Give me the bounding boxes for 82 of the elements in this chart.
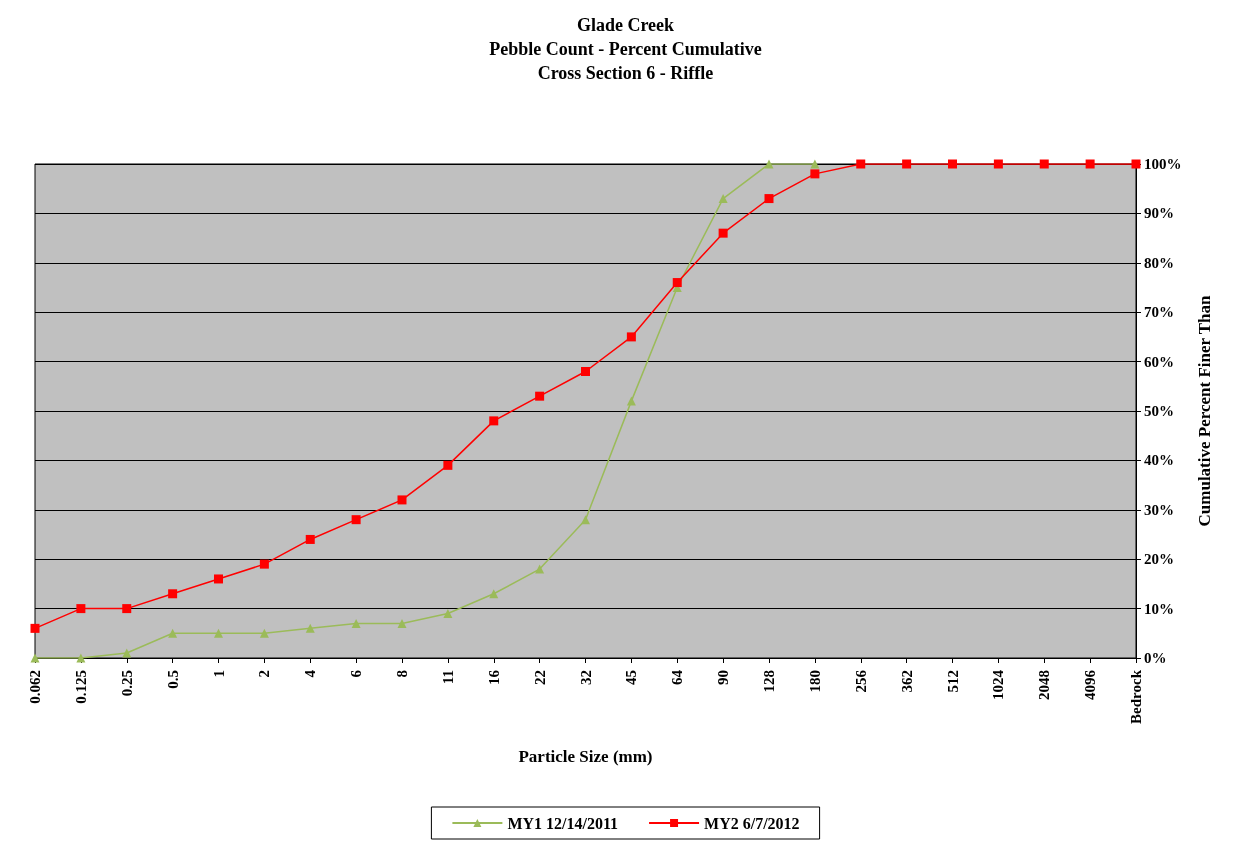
point xyxy=(581,366,590,376)
y2-tick-label: 90% xyxy=(1144,205,1174,222)
y2-axis-title: Cumulative Percent Finer Than xyxy=(1195,295,1214,527)
x-tick-label: 0.062 xyxy=(27,670,43,704)
point xyxy=(259,628,269,638)
point xyxy=(764,194,774,204)
y2-tick-label: 50% xyxy=(1144,403,1174,419)
point xyxy=(535,564,545,574)
x-tick-label: 0.25 xyxy=(118,670,135,697)
x-tick-label: 90 xyxy=(715,670,732,685)
x-tick-label: 0.5 xyxy=(164,670,181,689)
x-tick-label: 128 xyxy=(761,670,777,693)
x-axis-title: Particle Size (mm) xyxy=(518,747,653,766)
x-tick-label: 0.125 xyxy=(72,670,89,704)
point xyxy=(1039,159,1049,169)
x-tick-label: 4 xyxy=(302,669,319,678)
x-tick-label: 11 xyxy=(439,670,456,685)
x-tick-label: 256 xyxy=(852,669,869,693)
y2-tick-label: 20% xyxy=(1144,551,1174,568)
y2-tick-label: 30% xyxy=(1144,501,1174,518)
x-tick-label: 22 xyxy=(531,670,548,685)
point xyxy=(30,623,40,633)
point xyxy=(810,169,820,179)
point xyxy=(443,460,453,470)
point xyxy=(993,159,1003,169)
x-tick-label: Bedrock xyxy=(1128,669,1144,724)
point xyxy=(76,604,86,614)
point xyxy=(443,609,453,619)
x-tick-label: 2 xyxy=(256,670,273,678)
point xyxy=(351,618,361,628)
y2-tick-label: 10% xyxy=(1144,600,1174,617)
point xyxy=(30,653,40,663)
point xyxy=(122,648,132,658)
point xyxy=(581,515,590,525)
point xyxy=(535,391,545,401)
x-tick-label: 16 xyxy=(485,669,502,685)
point xyxy=(214,628,223,638)
x-tick-label: 1024 xyxy=(990,669,1007,700)
point xyxy=(764,159,774,169)
legend-label: MY2 6/7/2012 xyxy=(704,814,800,832)
x-tick-label: 6 xyxy=(348,669,365,678)
x-tick-label: 1 xyxy=(210,670,227,678)
x-tick-label: 4096 xyxy=(1082,669,1099,700)
point xyxy=(856,159,866,169)
y2-tick-label: 80% xyxy=(1144,254,1174,271)
point xyxy=(626,396,636,406)
point xyxy=(718,194,728,204)
point xyxy=(305,623,315,633)
x-tick-label: 32 xyxy=(577,670,594,685)
point xyxy=(1131,159,1141,169)
x-tick-label: 362 xyxy=(898,670,915,693)
y2-tick-label: 70% xyxy=(1144,304,1174,321)
point xyxy=(168,628,178,638)
point xyxy=(214,574,223,584)
y2-tick-label: 40% xyxy=(1144,452,1174,469)
point xyxy=(902,159,912,169)
point xyxy=(672,278,682,288)
point xyxy=(948,159,957,169)
y2-tick-label: 100% xyxy=(1144,156,1182,172)
point xyxy=(122,604,132,614)
chart-title: Glade Creek Pebble Count - Percent Cumulative Cross Section 6 - Riffle xyxy=(489,15,762,83)
point xyxy=(397,495,407,505)
x-tick-label: 2048 xyxy=(1036,670,1053,700)
x-tick-label: 512 xyxy=(944,670,961,693)
point xyxy=(305,534,315,544)
y2-tick-label: 0% xyxy=(1144,650,1167,666)
point xyxy=(168,589,178,599)
x-tick-label: 64 xyxy=(669,669,686,685)
point xyxy=(810,159,820,169)
point xyxy=(76,653,86,663)
point xyxy=(259,559,269,569)
x-tick-label: 180 xyxy=(806,670,823,693)
point xyxy=(351,515,361,525)
legend-label: MY1 12/14/2011 xyxy=(507,814,619,832)
point xyxy=(397,618,407,628)
point xyxy=(1085,159,1095,169)
x-tick-label: 8 xyxy=(394,670,410,678)
y2-tick-label: 60% xyxy=(1144,353,1174,370)
point xyxy=(718,228,728,238)
x-tick-label: 45 xyxy=(623,670,640,685)
point xyxy=(626,332,636,342)
point xyxy=(489,416,499,426)
